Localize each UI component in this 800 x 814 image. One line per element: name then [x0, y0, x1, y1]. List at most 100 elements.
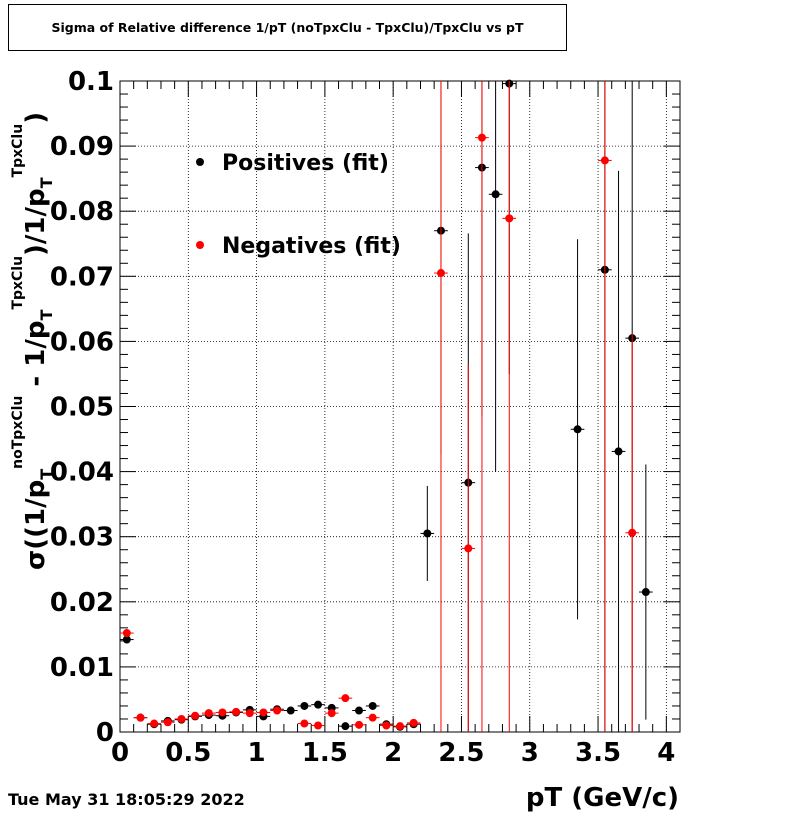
x-tick-label: 3.5 [575, 738, 621, 768]
marker [505, 214, 514, 223]
marker [327, 709, 336, 718]
x-tick-label: 0 [111, 738, 129, 768]
marker [641, 588, 650, 597]
positive-data-point [297, 701, 312, 710]
x-tick-label: 2 [384, 738, 402, 768]
negative-data-point [160, 718, 175, 727]
marker [177, 714, 186, 723]
negative-data-point [406, 718, 421, 727]
negative-data-point [365, 713, 380, 722]
marker [464, 544, 473, 553]
data-points [120, 79, 653, 732]
marker [436, 269, 445, 278]
legend-entry: Negatives (fit) [196, 234, 401, 259]
negative-data-point [188, 711, 202, 720]
legend-marker [196, 158, 204, 166]
x-tick-label: 3 [521, 738, 539, 768]
y-tick-label: 0.03 [50, 523, 114, 553]
marker [423, 529, 432, 538]
negative-data-point [338, 694, 353, 703]
negative-data-point [379, 721, 394, 730]
negative-data-point [475, 81, 489, 732]
marker [191, 711, 200, 720]
y-tick-label: 0.08 [50, 197, 114, 227]
x-axis-label: pT (GeV/c) [526, 783, 679, 813]
marker [150, 719, 159, 728]
marker [286, 706, 295, 715]
negative-data-point [352, 720, 366, 729]
positive-data-point [488, 81, 503, 472]
marker [232, 707, 241, 716]
x-tick-label: 4 [657, 738, 675, 768]
positive-data-point [365, 701, 380, 710]
marker [368, 701, 377, 710]
negative-data-point [393, 722, 407, 731]
marker [314, 700, 323, 709]
marker [300, 719, 309, 728]
legend-label: Negatives (fit) [222, 234, 401, 259]
marker [314, 721, 323, 730]
legend-entry: Positives (fit) [196, 151, 389, 176]
y-tick-label: 0.02 [50, 588, 114, 618]
marker [273, 706, 282, 715]
negative-data-point [270, 706, 284, 715]
marker [122, 635, 131, 644]
marker [163, 718, 172, 727]
y-tick-label: 0 [96, 718, 114, 748]
negative-data-point [242, 709, 257, 718]
y-tick-label: 0.04 [50, 458, 114, 488]
y-axis-label: σ((1/pTnoTpxClu - 1/pTTpxClu)/1/pTTpxClu… [10, 112, 56, 570]
marker [368, 713, 377, 722]
marker [355, 720, 364, 729]
positive-data-point [570, 239, 585, 620]
marker [341, 722, 350, 731]
negative-data-point [297, 719, 312, 728]
x-tick-label: 0.5 [165, 738, 211, 768]
y-tick-label: 0.05 [50, 393, 114, 423]
marker [204, 709, 213, 718]
marker [382, 721, 391, 730]
negative-data-point [120, 629, 134, 638]
marker [409, 718, 418, 727]
positive-data-point [639, 464, 653, 720]
y-axis-label-text: σ((1/pTnoTpxClu - 1/pTTpxClu)/1/pTTpxClu… [10, 112, 56, 570]
y-tick-label: 0.01 [50, 653, 114, 683]
negative-data-point [215, 708, 230, 717]
marker [396, 722, 404, 731]
y-tick-label: 0.1 [68, 67, 114, 97]
marker [477, 133, 486, 142]
positive-data-point [311, 700, 325, 709]
grid [120, 81, 680, 732]
legend: Positives (fit) Negatives (fit) [196, 151, 401, 259]
y-tick-label: 0.07 [50, 262, 114, 292]
marker [355, 706, 364, 715]
marker [218, 708, 227, 717]
x-tick-label: 1 [248, 738, 266, 768]
legend-marker [196, 241, 204, 249]
axis-ticks: 0 0.5 1 1.5 2 2.5 3 3.5 4 0 0.01 0.02 0.03 0.04 0.05 0.… [50, 67, 680, 768]
negative-data-point [201, 709, 216, 718]
chart-title: Sigma of Relative difference 1/pT (noTpx… [8, 4, 567, 51]
negative-data-point [147, 719, 161, 728]
x-tick-label: 1.5 [302, 738, 348, 768]
negative-data-point [174, 714, 189, 723]
positive-data-point [283, 706, 298, 715]
negative-data-point [461, 364, 476, 732]
marker [341, 694, 350, 703]
x-tick-label: 2.5 [438, 738, 484, 768]
timestamp: Tue May 31 18:05:29 2022 [8, 790, 245, 809]
negative-data-point [502, 81, 517, 732]
marker [259, 708, 268, 717]
marker [628, 528, 637, 537]
marker [136, 713, 145, 722]
legend-label: Positives (fit) [222, 151, 389, 176]
marker [122, 629, 131, 638]
marker [491, 190, 500, 199]
marker [300, 701, 309, 710]
positive-data-point [420, 485, 435, 581]
negative-data-point [311, 721, 325, 730]
negative-data-point [598, 81, 612, 732]
negative-data-point [625, 333, 640, 732]
negative-data-point [229, 707, 243, 716]
